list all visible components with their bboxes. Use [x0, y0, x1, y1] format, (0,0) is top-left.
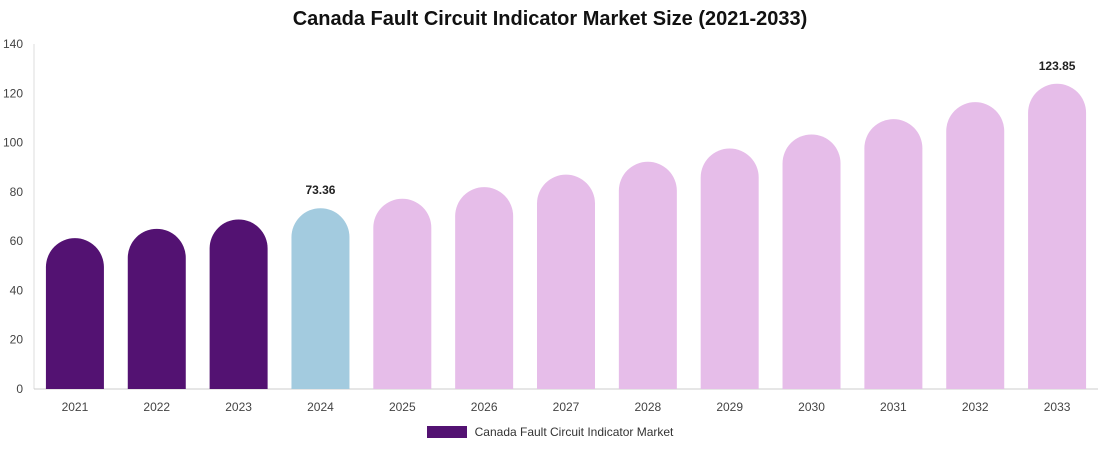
x-tick-label: 2022 [143, 400, 170, 414]
y-tick-label: 120 [3, 86, 23, 100]
bar-2030 [782, 134, 841, 389]
y-tick-label: 20 [10, 333, 24, 347]
bar-2032 [946, 102, 1005, 389]
x-tick-label: 2029 [716, 400, 743, 414]
legend-swatch [426, 426, 467, 438]
y-tick-label: 80 [10, 185, 24, 199]
bar-2031 [864, 119, 923, 390]
bar-2025 [373, 198, 432, 389]
bar-2021 [45, 238, 104, 389]
bar-2023 [209, 219, 268, 389]
bar-2022 [127, 228, 186, 389]
chart-title: Canada Fault Circuit Indicator Market Si… [292, 8, 808, 30]
y-tick-label: 140 [3, 37, 23, 51]
x-tick-label: 2023 [225, 400, 252, 414]
data-label-2024: 73.36 [305, 183, 335, 197]
bar-2029 [700, 148, 759, 389]
bar-2024 [291, 208, 350, 389]
bar-2026 [455, 187, 514, 389]
x-tick-label: 2033 [1044, 400, 1071, 414]
y-tick-label: 40 [10, 283, 24, 297]
bar-2027 [537, 174, 595, 389]
x-tick-label: 2030 [798, 400, 825, 414]
data-label-2033: 123.85 [1039, 59, 1076, 73]
x-tick-label: 2027 [553, 400, 580, 414]
x-tick-label: 2028 [634, 400, 661, 414]
y-tick-label: 0 [16, 382, 23, 396]
x-tick-label: 2032 [962, 400, 989, 414]
x-tick-label: 2021 [62, 400, 89, 414]
legend-label: Canada Fault Circuit Indicator Market [474, 425, 674, 439]
bar-2033 [1028, 83, 1087, 389]
x-tick-label: 2031 [880, 400, 907, 414]
y-tick-label: 60 [10, 234, 24, 248]
x-tick-label: 2025 [389, 400, 416, 414]
legend: Canada Fault Circuit Indicator Market [0, 425, 1100, 439]
x-tick-label: 2024 [307, 400, 334, 414]
y-tick-label: 100 [3, 136, 23, 150]
x-tick-label: 2026 [471, 400, 498, 414]
bar-2028 [618, 161, 677, 389]
